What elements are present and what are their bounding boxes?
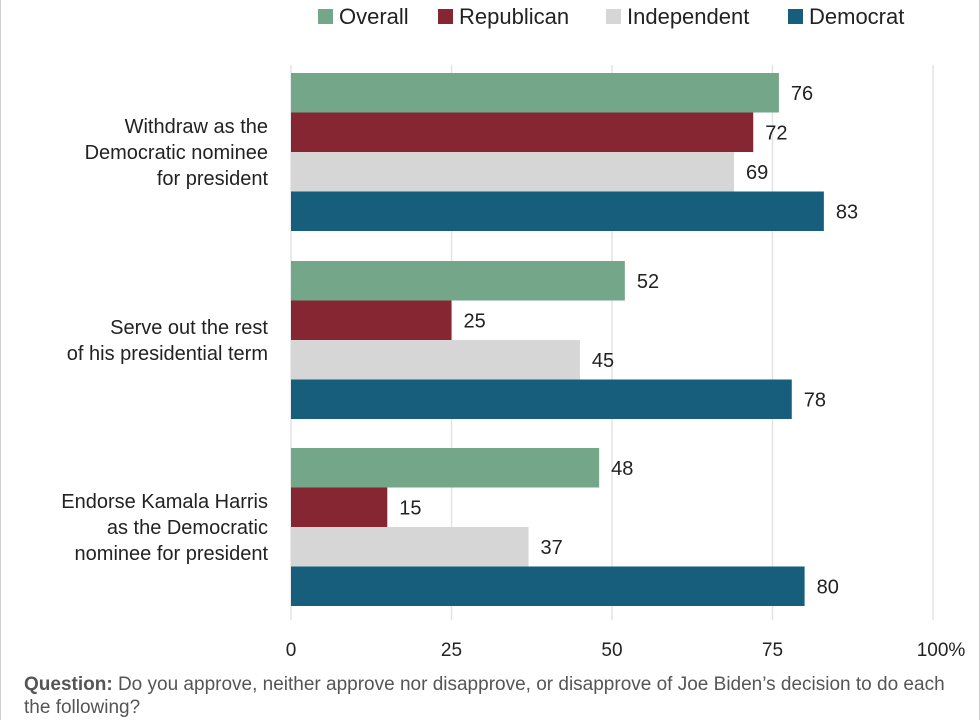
x-tick-label: 75 (762, 640, 783, 661)
bar-republican (291, 300, 452, 340)
x-tick-label: 50 (601, 640, 622, 661)
legend-swatch-republican (438, 9, 453, 24)
category-label-line: Endorse Kamala Harris (61, 491, 268, 513)
category-label-line: Withdraw as the (125, 116, 268, 138)
bar-democrat (291, 566, 805, 606)
data-label: 52 (637, 271, 659, 293)
bar-overall (291, 73, 779, 113)
data-label: 80 (817, 576, 839, 598)
data-label: 15 (399, 497, 421, 519)
category-labels: Withdraw as the Democratic nominee for pre… (61, 116, 268, 565)
bar-overall (291, 261, 625, 301)
legend: Overall Republican Independent Democrat (318, 4, 904, 29)
bar-chart: Overall Republican Independent Democrat 767… (61, 4, 966, 661)
bar-independent (291, 152, 734, 192)
bar-democrat (291, 379, 792, 419)
bar-republican (291, 487, 388, 527)
bar-independent (291, 527, 529, 567)
footnote: Question: Do you approve, neither approv… (24, 673, 954, 719)
data-label: 78 (804, 389, 826, 411)
legend-swatch-democrat (788, 9, 803, 24)
category-label-line: as the Democratic (107, 517, 268, 539)
footnote-label: Question: (24, 674, 113, 695)
bar-republican (291, 112, 754, 152)
category-label-line: of his presidential term (67, 343, 268, 365)
x-tick-label: 0 (286, 640, 297, 661)
legend-swatch-independent (606, 9, 621, 24)
category-label-line: for president (157, 168, 269, 190)
legend-label-republican: Republican (459, 4, 569, 29)
x-tick-label: 25 (441, 640, 462, 661)
x-tick-label: 100% (917, 640, 966, 661)
x-axis-ticks: 0 25 50 75 100% (286, 640, 966, 661)
footnote-text: Do you approve, neither approve nor disa… (24, 674, 945, 718)
category-label-line: Serve out the rest (110, 317, 268, 339)
category-label-line: Democratic nominee (85, 142, 268, 164)
data-label: 48 (611, 458, 633, 480)
data-label: 72 (765, 122, 787, 144)
bar-independent (291, 340, 580, 380)
legend-label-democrat: Democrat (809, 4, 904, 29)
bar-overall (291, 448, 600, 488)
category-label: Endorse Kamala Harris as the Democratic no… (61, 491, 268, 565)
data-label: 37 (541, 537, 563, 559)
legend-label-overall: Overall (339, 4, 409, 29)
legend-label-independent: Independent (627, 4, 749, 29)
data-label: 76 (791, 83, 813, 105)
data-label: 25 (464, 310, 486, 332)
data-label: 45 (592, 350, 614, 372)
category-label-line: nominee for president (75, 543, 269, 565)
category-label: Serve out the rest of his presidential te… (67, 317, 269, 365)
data-label: 83 (836, 201, 858, 223)
category-label: Withdraw as the Democratic nominee for pre… (85, 116, 269, 190)
legend-swatch-overall (318, 9, 333, 24)
data-label: 69 (746, 162, 768, 184)
bar-democrat (291, 191, 824, 231)
